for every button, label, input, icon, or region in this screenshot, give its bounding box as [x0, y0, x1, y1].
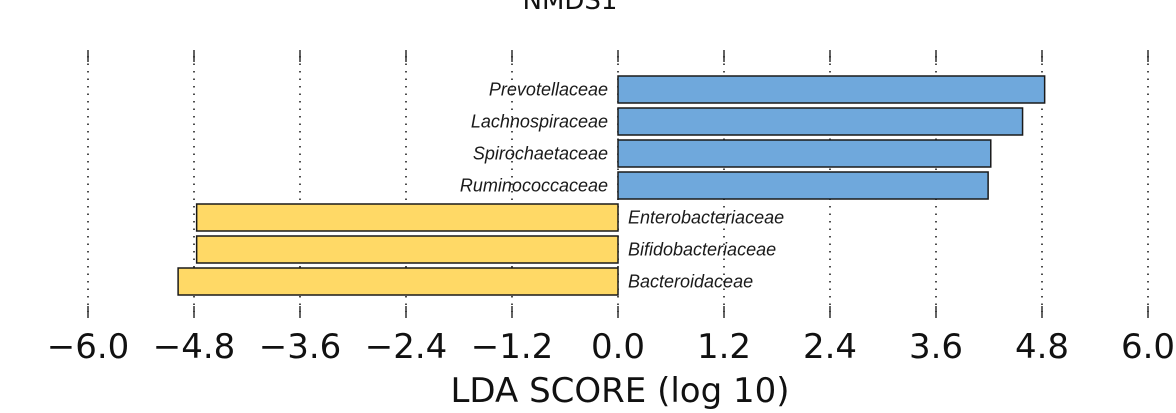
- category-label: Bifidobacteriaceae: [628, 240, 776, 260]
- bar: [195, 235, 619, 264]
- tick-label: −6.0: [47, 327, 130, 367]
- category-label: Prevotellaceae: [489, 80, 608, 100]
- category-label: Spirochaetaceae: [473, 144, 608, 164]
- tick-label: −4.8: [153, 327, 236, 367]
- bar: [617, 139, 992, 168]
- tick-label: 1.2: [697, 327, 751, 367]
- x-ticks: −6.0 −4.8 −3.6 −2.4 −1.2 0.0 1.2 2.4 3.6 4.8 6.0: [47, 327, 1175, 367]
- bar: [617, 75, 1046, 104]
- category-label: Enterobacteriaceae: [628, 208, 784, 228]
- bar: [617, 171, 989, 200]
- tick-label: 6.0: [1121, 327, 1175, 367]
- bars: [177, 75, 1046, 296]
- tick-label: 2.4: [803, 327, 857, 367]
- tick-label: 3.6: [909, 327, 963, 367]
- bar: [617, 107, 1024, 136]
- bar: [195, 203, 619, 232]
- tick-label: −1.2: [471, 327, 554, 367]
- category-label: Ruminococcaceae: [460, 176, 608, 196]
- category-label: Lachnospiraceae: [471, 112, 608, 132]
- tick-label: −3.6: [259, 327, 342, 367]
- chart-title: NMDS1: [523, 0, 618, 16]
- x-axis-title: LDA SCORE (log 10): [450, 371, 789, 411]
- tick-label: −2.4: [365, 327, 448, 367]
- bar: [177, 267, 619, 296]
- tick-label: 0.0: [591, 327, 645, 367]
- category-labels: Prevotellaceae Lachnospiraceae Spirochaeta…: [460, 80, 784, 292]
- tick-label: 4.8: [1015, 327, 1069, 367]
- category-label: Bacteroidaceae: [628, 272, 753, 292]
